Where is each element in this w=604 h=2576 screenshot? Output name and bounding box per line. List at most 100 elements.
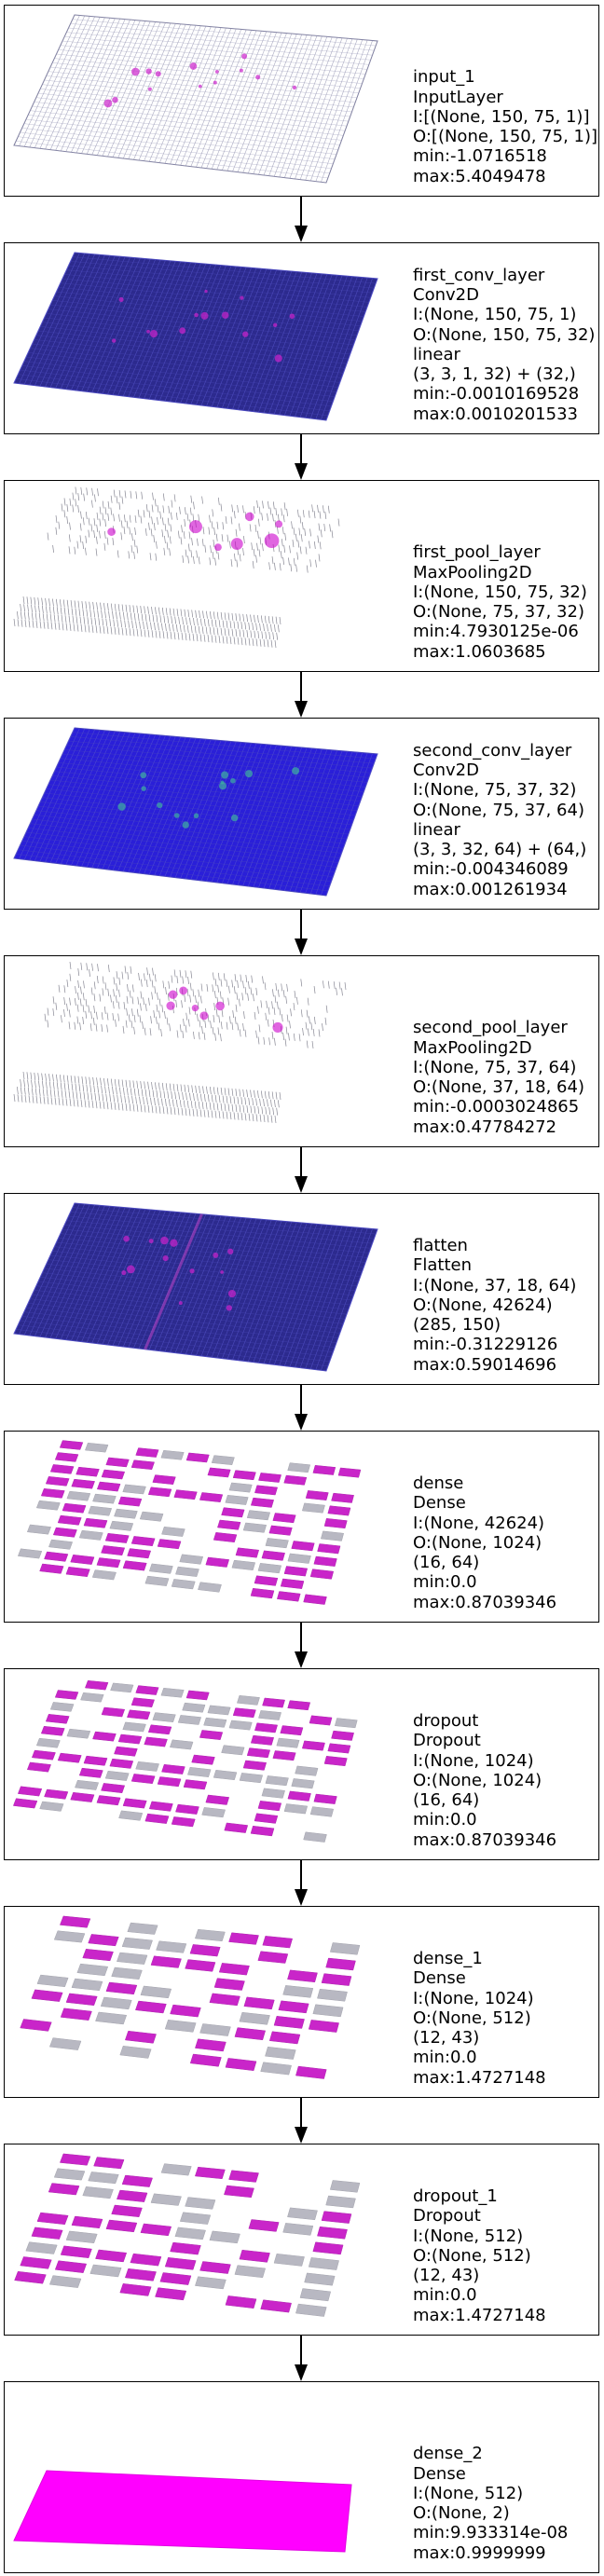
activation-block (312, 2241, 344, 2255)
activation-block (114, 1746, 138, 1757)
activation-block (231, 1559, 256, 1571)
activation-spot (189, 62, 198, 70)
activation-spot (200, 311, 209, 320)
activation-block (60, 2007, 92, 2021)
activation-block (147, 1724, 172, 1735)
layer-detail: (3, 3, 1, 32) + (32,) (413, 364, 576, 385)
layer-detail: max:0.59014696 (413, 1354, 557, 1375)
activation-block (124, 2030, 157, 2044)
activation-block (48, 1539, 74, 1550)
activation-spot (155, 71, 161, 77)
activation-block (130, 1774, 156, 1785)
activation-block (139, 1511, 164, 1522)
layer-detail: linear (413, 344, 460, 364)
layer-detail: I:[(None, 150, 75, 1)] (413, 106, 590, 127)
activation-block (317, 1543, 341, 1555)
layer-detail: min:-1.0716518 (413, 146, 547, 167)
activation-block (122, 1484, 146, 1495)
activation-block (91, 1569, 117, 1581)
activation-block (44, 1788, 69, 1800)
activation-block (144, 1813, 170, 1824)
activation-block (110, 1682, 134, 1693)
activation-block (325, 2195, 356, 2209)
layer-type: InputLayer (413, 87, 503, 107)
activation-block (234, 2027, 267, 2041)
layer-detail: linear (413, 819, 460, 840)
activation-block (185, 2197, 216, 2210)
layer-visualization (13, 727, 378, 897)
activation-block (20, 2019, 52, 2032)
layer-detail: max:1.4727148 (413, 2305, 546, 2325)
layer-detail: O:(None, 2) (413, 2503, 510, 2524)
activation-spot (146, 329, 150, 334)
layer-detail: I:(None, 150, 75, 32) (413, 582, 587, 602)
layer-type: Dropout (413, 1731, 481, 1751)
activation-block (52, 1527, 77, 1538)
activation-block (88, 1934, 119, 1947)
activation-block (213, 1770, 238, 1781)
activation-block (265, 1775, 289, 1787)
activation-block (31, 2227, 63, 2240)
activation-block (201, 1807, 226, 1818)
activation-block (76, 1963, 109, 1977)
activation-spot (221, 771, 229, 779)
activation-block (130, 1697, 155, 1708)
activation-block (127, 1709, 151, 1720)
activation-block (258, 1473, 281, 1483)
activation-block (287, 1553, 311, 1564)
layer-type: Dense (413, 1968, 466, 1989)
activation-spot (272, 322, 278, 327)
activation-block (265, 1538, 289, 1549)
activation-block (250, 1587, 275, 1599)
activation-block (40, 1487, 65, 1499)
activation-block (117, 1952, 148, 1965)
activation-block (234, 2265, 267, 2279)
activation-block (122, 1560, 147, 1571)
activation-block (159, 2272, 192, 2285)
activation-block (299, 2288, 332, 2302)
activation-block (54, 2260, 88, 2273)
activation-block (95, 2011, 128, 2025)
layer-detail: max:0.9999999 (413, 2542, 546, 2563)
layer-visualization (20, 1915, 361, 2079)
activation-block (272, 1750, 296, 1761)
activation-block (39, 1563, 64, 1574)
activation-block (49, 1464, 75, 1474)
activation-block (224, 2185, 254, 2199)
activation-spot (166, 1001, 175, 1010)
activation-block (187, 1766, 212, 1777)
activation-block (309, 1569, 335, 1580)
activation-block (199, 1492, 224, 1502)
activation-stripe (144, 1213, 203, 1350)
activation-block (114, 1508, 138, 1519)
activation-grid (13, 1202, 378, 1372)
activation-spot (182, 821, 189, 829)
layer-name: second_conv_layer (413, 740, 572, 760)
activation-block (59, 1440, 84, 1450)
layer-info: dropout_1 Dropout I:(None, 512) O:(None, 51… (413, 2186, 546, 2325)
activation-block (317, 2226, 348, 2240)
activation-block (75, 1779, 100, 1790)
activation-block (25, 2241, 58, 2254)
activation-block (265, 2046, 296, 2060)
activation-block (31, 1749, 56, 1761)
layer-detail: O:(None, 150, 75, 32) (413, 324, 596, 345)
layer-detail: min:-0.0003024865 (413, 1097, 580, 1117)
activation-block (313, 1555, 337, 1567)
activation-block (272, 1513, 296, 1524)
activation-block (161, 1526, 185, 1537)
layer-box-second_conv_layer: second_conv_layer Conv2D I:(None, 75, 37, … (4, 718, 599, 910)
activation-block (320, 1530, 345, 1541)
layer-detail: O:(None, 512) (413, 2245, 531, 2266)
activation-block (65, 1993, 98, 2007)
activation-spot (179, 327, 186, 335)
activation-spot (118, 296, 124, 303)
activation-block (160, 2163, 192, 2176)
activation-block (177, 1715, 202, 1725)
layer-name: dense_1 (413, 1948, 483, 1968)
activation-block (312, 1465, 336, 1475)
activation-block (135, 2000, 167, 2014)
activation-block (313, 1793, 337, 1804)
activation-block (218, 1963, 250, 1976)
activation-spot (230, 538, 243, 550)
